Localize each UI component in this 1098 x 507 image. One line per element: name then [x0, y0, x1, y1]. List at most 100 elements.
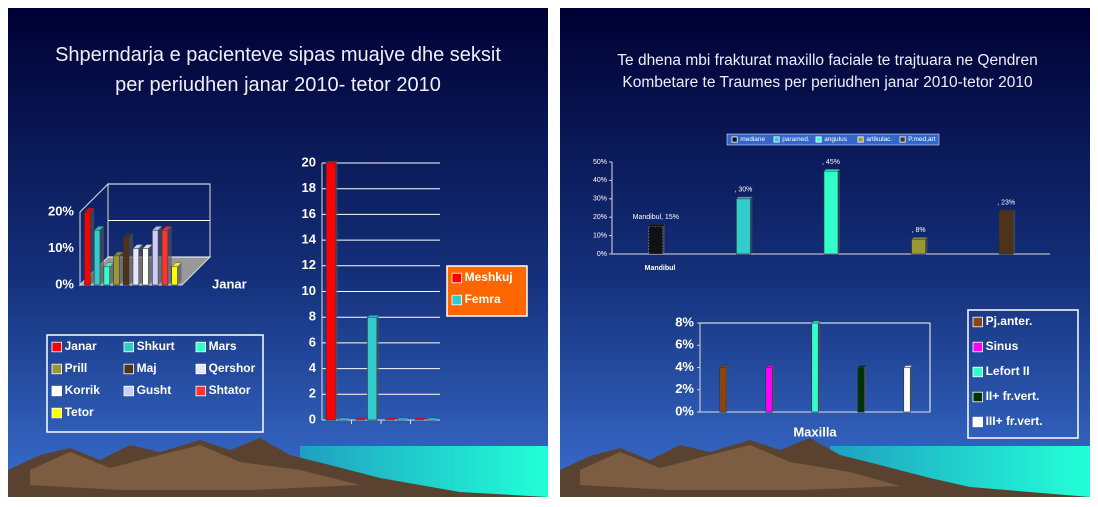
value-label: Mandibul, 15% [633, 214, 679, 221]
y-tick-label: 20 [302, 154, 316, 169]
bar-side [838, 169, 841, 254]
legend-swatch [773, 136, 780, 143]
bar [132, 248, 140, 286]
bar-side [177, 262, 182, 285]
bar [122, 237, 130, 286]
bar-top [366, 315, 380, 318]
bar-side [148, 244, 153, 285]
legend-swatch [731, 136, 738, 143]
bar [84, 211, 91, 286]
legend-label: Lefort II [986, 364, 1030, 378]
legend-swatch [123, 385, 135, 397]
value-label: , 30% [734, 187, 752, 194]
mountains [30, 445, 360, 490]
bar-side [129, 233, 134, 285]
legend-label: Meshkuj [465, 270, 513, 284]
legend-swatch [51, 341, 63, 353]
bar-top [384, 417, 398, 421]
y-tick-label: 16 [302, 206, 316, 221]
bar-top [396, 417, 409, 421]
legend-swatch [972, 366, 984, 378]
bar [648, 226, 664, 255]
bar-side [772, 365, 775, 412]
bar [171, 266, 178, 286]
bar [142, 248, 149, 286]
bar [113, 255, 120, 286]
bar-side [109, 262, 114, 285]
bar [719, 367, 727, 413]
legend-swatch [972, 391, 984, 403]
value-label: , 45% [822, 159, 840, 166]
y-tick-label: 2% [675, 381, 694, 396]
legend-label: Janar [65, 339, 97, 353]
legend-label: Pj.anter. [986, 314, 1033, 328]
y-tick-label: 0 [309, 411, 316, 426]
legend-swatch [972, 341, 984, 353]
slide-title: Te dhena mbi frakturat maxillo faciale t… [617, 52, 1038, 91]
bar-side [750, 196, 753, 254]
y-tick-label: 4% [675, 359, 694, 374]
legend-label: II+ fr.vert. [986, 389, 1040, 403]
value-label: , 23% [997, 200, 1015, 207]
y-tick-label: 8 [309, 309, 316, 324]
y-tick-label: 20% [593, 214, 607, 221]
x-tick-label: Mandibul [645, 265, 676, 272]
legend-label: artikulac. [866, 136, 892, 143]
y-tick-label: 50% [593, 159, 607, 166]
legend-label: Shtator [209, 383, 251, 397]
y-tick-label: 0% [675, 403, 694, 418]
bar [998, 211, 1014, 255]
legend-swatch [972, 316, 984, 328]
legend-label: Maj [137, 361, 157, 375]
bar-side [726, 365, 729, 412]
bar [911, 238, 926, 255]
bar-side [167, 226, 172, 285]
slide-title: Shperndarja e pacienteve sipas muajve dh… [55, 44, 501, 96]
y-tick-label: 20% [48, 203, 74, 218]
legend-swatch [195, 341, 207, 353]
y-tick-label: 30% [593, 196, 607, 203]
bar-side [910, 365, 913, 412]
y-tick-label: 40% [593, 177, 607, 184]
y-tick-label: 14 [302, 232, 317, 247]
bar-side [119, 251, 124, 285]
bar [811, 322, 819, 413]
legend-label: angulus [824, 136, 848, 143]
legend-label: Tetor [65, 405, 94, 419]
bar-side [99, 226, 104, 285]
legend-label: Prill [65, 361, 88, 375]
x-tick-label: Janar [212, 276, 247, 291]
bar [325, 162, 336, 421]
y-tick-label: 6% [675, 337, 694, 352]
legend-swatch [123, 363, 135, 375]
legend-swatch [972, 416, 984, 428]
legend-box [46, 334, 264, 433]
bar-top [325, 160, 339, 164]
legend-label: III+ fr.vert. [986, 414, 1043, 428]
bar-side [376, 315, 379, 420]
y-tick-label: 10% [593, 232, 607, 239]
bar-top [735, 196, 753, 200]
y-tick-label: 0% [597, 251, 607, 258]
bar-top [355, 417, 368, 421]
legend-label: Sinus [986, 339, 1019, 353]
legend-swatch [51, 407, 63, 419]
legend-swatch [195, 385, 207, 397]
legend-swatch [815, 136, 822, 143]
bar [152, 229, 159, 286]
bar [161, 229, 169, 286]
bar [367, 316, 378, 421]
y-tick-label: 8% [675, 314, 694, 329]
bar-side [662, 224, 665, 254]
bar [736, 198, 751, 255]
y-tick-label: 0% [55, 276, 74, 291]
bar-side [90, 208, 95, 285]
bar-top [337, 417, 350, 421]
bar [823, 170, 839, 255]
y-tick-label: 18 [302, 180, 316, 195]
y-tick-label: 10% [48, 240, 74, 255]
bar-top [911, 237, 929, 240]
y-tick-label: 10 [302, 283, 316, 298]
legend-swatch [123, 341, 135, 353]
